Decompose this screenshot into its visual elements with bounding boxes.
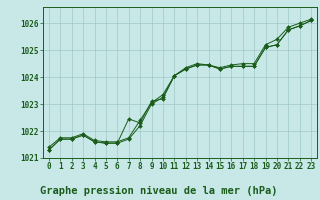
- Text: Graphe pression niveau de la mer (hPa): Graphe pression niveau de la mer (hPa): [40, 186, 278, 196]
